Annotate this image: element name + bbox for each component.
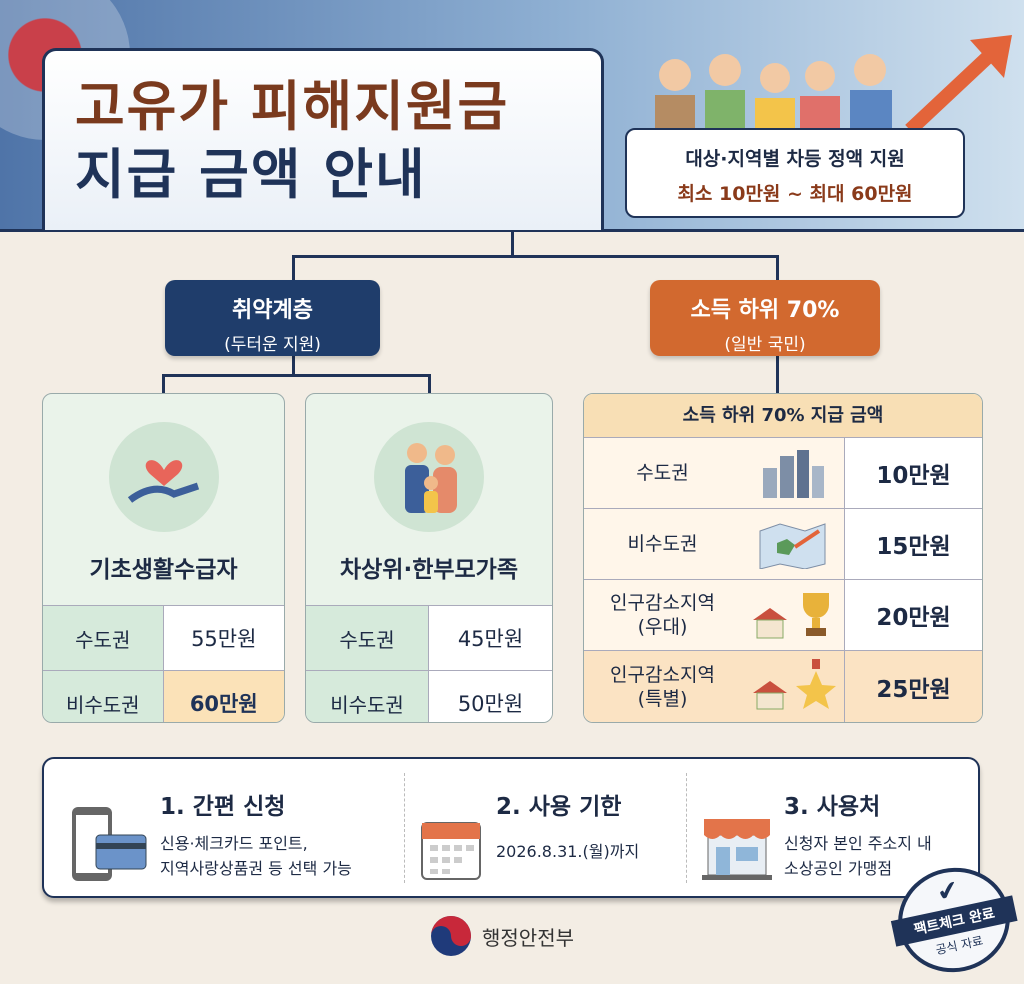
- region-label: 수도권: [43, 606, 164, 670]
- group-title: 취약계층: [232, 298, 313, 323]
- amount-value: 10만원: [844, 438, 982, 508]
- connector-line: [292, 356, 295, 376]
- step-deadline: 2. 사용 기한 2026.8.31.(월)까지: [404, 759, 686, 896]
- family-icon: [374, 422, 484, 532]
- group-subtitle: (두터운 지원): [224, 335, 321, 355]
- table-row: 수도권 55만원: [43, 605, 284, 670]
- map-icon: [741, 509, 844, 579]
- step-desc: 신용·체크카드 포인트,: [160, 834, 308, 853]
- usage-info-box: 1. 간편 신청 신용·체크카드 포인트, 지역사랑상품권 등 선택 가능 2. …: [42, 757, 980, 898]
- table-row: 인구감소지역 (우대) 20만원: [584, 580, 982, 651]
- amount-value: 15만원: [844, 509, 982, 579]
- store-icon: [702, 819, 772, 880]
- subtitle-line2: 최소 10만원 ~ 최대 60만원: [677, 183, 913, 205]
- step-desc: 소상공인 가맹점: [784, 859, 893, 878]
- amount-value: 20만원: [844, 580, 982, 650]
- region-label: 수도권: [636, 462, 689, 484]
- trophy-house-icon: [741, 580, 844, 650]
- title-line1: 고유가 피해지원금: [75, 75, 510, 138]
- table-row: 수도권 45만원: [306, 605, 552, 670]
- step-desc: 신청자 본인 주소지 내: [784, 834, 932, 853]
- amount-value: 45만원: [429, 606, 552, 670]
- card-near-poverty-single-parent: 차상위·한부모가족 수도권 45만원 비수도권 50만원: [305, 393, 553, 723]
- region-label: 인구감소지역: [610, 592, 715, 614]
- table-row: 수도권 10만원: [584, 438, 982, 509]
- phone-card-icon: [72, 807, 147, 881]
- calendar-icon: [421, 822, 481, 880]
- table-row: 비수도권 60만원: [43, 670, 284, 722]
- region-note: (특별): [637, 687, 688, 710]
- table-header: 소득 하위 70% 지급 금액: [584, 394, 982, 438]
- city-buildings-icon: [741, 438, 844, 508]
- region-label: 비수도권: [306, 671, 429, 722]
- amount-value: 25만원: [844, 651, 982, 722]
- rising-arrow-icon: [905, 35, 1012, 136]
- connector-line: [428, 374, 431, 394]
- title-box: 고유가 피해지원금 지급 금액 안내: [42, 48, 604, 230]
- region-label: 비수도권: [627, 533, 698, 555]
- step-title: 2. 사용 기한: [496, 794, 622, 820]
- amount-value: 50만원: [429, 671, 552, 722]
- step-desc: 2026.8.31.(월)까지: [496, 842, 640, 861]
- amount-value: 60만원: [163, 671, 284, 722]
- subtitle-line1: 대상·지역별 차등 정액 지원: [685, 148, 905, 170]
- star-medal-house-icon: [741, 651, 844, 722]
- title-line2: 지급 금액 안내: [75, 143, 427, 206]
- group-subtitle: (일반 국민): [724, 335, 806, 355]
- step-desc: 지역사랑상품권 등 선택 가능: [160, 859, 352, 878]
- ministry-name: 행정안전부: [482, 925, 574, 950]
- heart-hand-icon: [108, 422, 219, 532]
- card-title: 차상위·한부모가족: [339, 557, 519, 583]
- table-row: 비수도권 50만원: [306, 670, 552, 722]
- general-group-label: 소득 하위 70% (일반 국민): [650, 280, 880, 356]
- table-row: 비수도권 15만원: [584, 509, 982, 580]
- region-note: (우대): [637, 616, 688, 638]
- general-amount-table: 소득 하위 70% 지급 금액 수도권 10만원 비수도권 15만원 인구감소지역(…: [583, 393, 983, 723]
- region-label: 인구감소지역: [610, 663, 715, 686]
- cheering-people-illustration: [655, 54, 892, 130]
- amount-value: 55만원: [163, 606, 284, 670]
- divider: [686, 773, 687, 883]
- connector-line: [511, 232, 514, 257]
- step-title: 3. 사용처: [784, 794, 881, 820]
- ministry-logo: 행정안전부: [430, 915, 574, 957]
- table-row: 인구감소지역 (특별) 25만원: [584, 651, 982, 722]
- card-basic-livelihood: 기초생활수급자 수도권 55만원 비수도권 60만원: [42, 393, 285, 723]
- step-title: 1. 간편 신청: [160, 794, 286, 820]
- connector-line: [292, 255, 295, 281]
- government-emblem-icon: [431, 916, 471, 956]
- connector-line: [776, 356, 779, 394]
- connector-line: [292, 255, 778, 258]
- divider: [404, 773, 405, 883]
- card-title: 기초생활수급자: [89, 557, 238, 583]
- step-apply: 1. 간편 신청 신용·체크카드 포인트, 지역사랑상품권 등 선택 가능: [44, 759, 404, 896]
- region-label: 비수도권: [43, 671, 164, 722]
- connector-line: [776, 255, 779, 281]
- group-title: 소득 하위 70%: [690, 298, 840, 323]
- vulnerable-group-label: 취약계층 (두터운 지원): [165, 280, 380, 356]
- connector-line: [162, 374, 165, 394]
- subtitle-box: 대상·지역별 차등 정액 지원 최소 10만원 ~ 최대 60만원: [625, 128, 965, 218]
- connector-line: [162, 374, 430, 377]
- region-label: 수도권: [306, 606, 429, 670]
